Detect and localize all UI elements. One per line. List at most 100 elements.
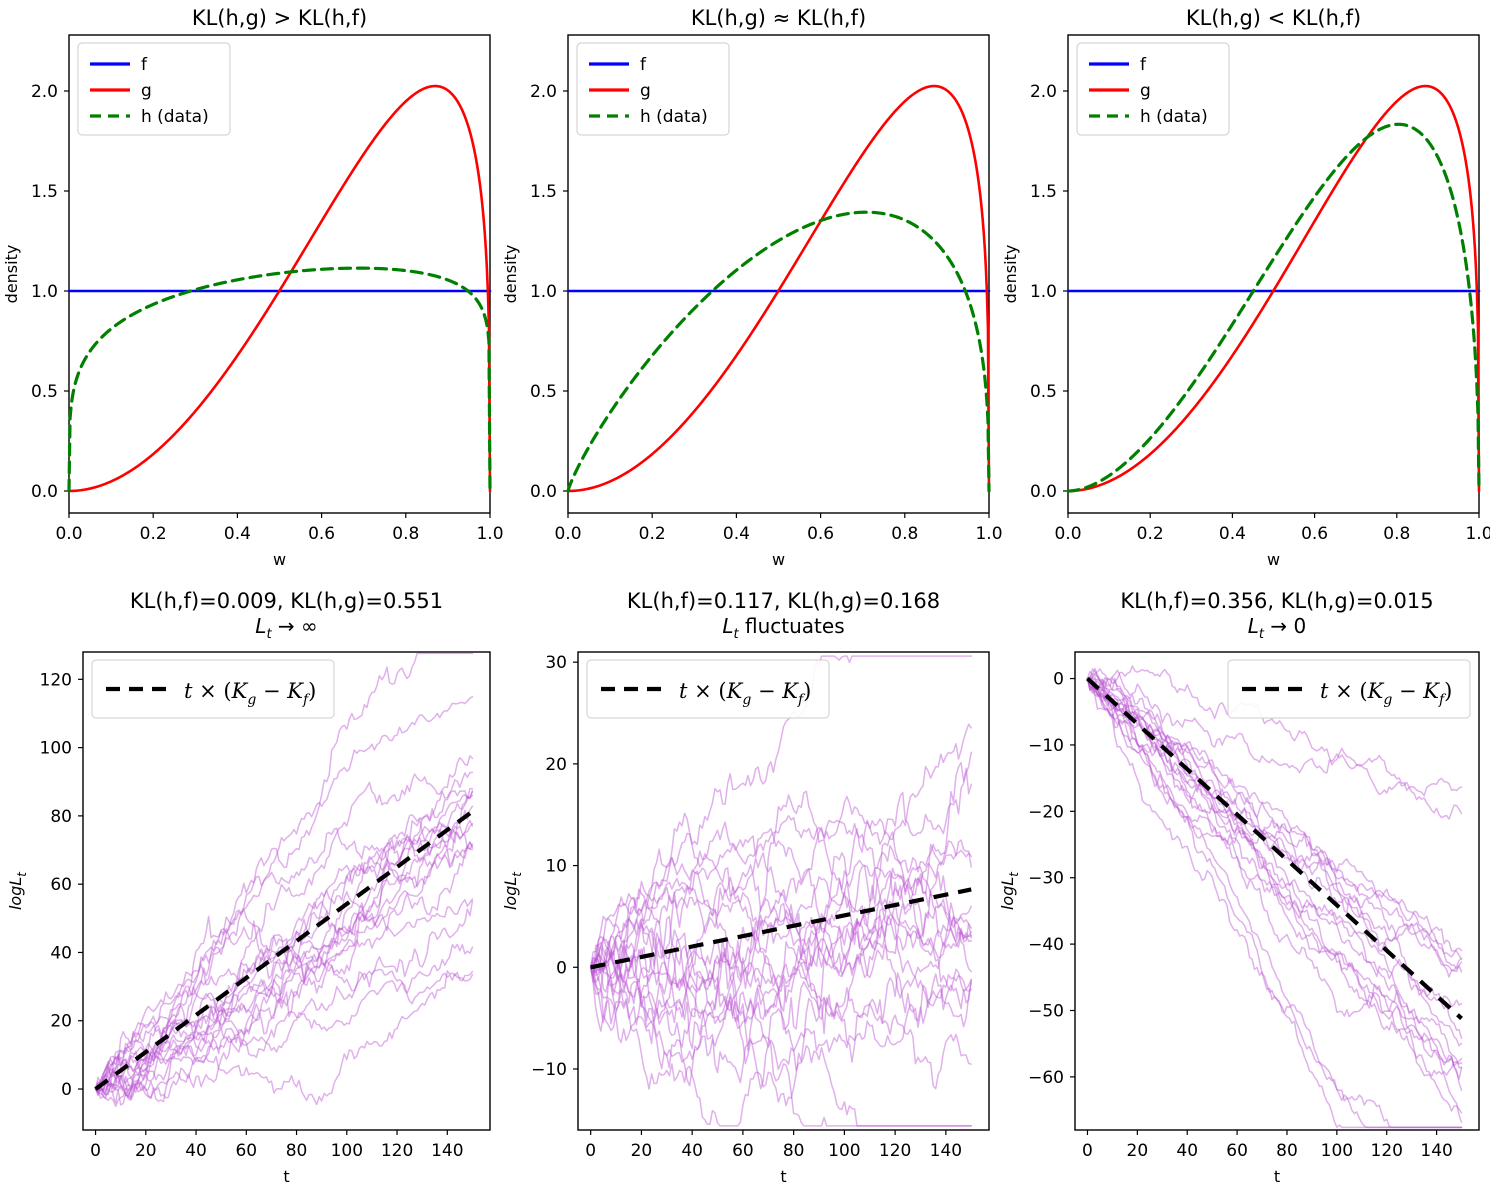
trajectory-line — [589, 913, 972, 1029]
trajectory-line — [94, 819, 474, 1092]
trajectory-line — [1086, 677, 1463, 1129]
trajectory-line — [1086, 677, 1463, 1069]
panel-title-line1: KL(h,f)=0.009, KL(h,g)=0.551 — [129, 589, 444, 613]
x-tick-label: 0.4 — [224, 524, 251, 544]
axes-frame — [567, 34, 990, 514]
legend-label: f — [640, 55, 647, 75]
y-axis-label: logLt — [501, 871, 524, 910]
panel-title-line1: KL(h,f)=0.117, KL(h,g)=0.168 — [626, 589, 941, 613]
y-tick-label: 0 — [556, 958, 567, 978]
legend-label-trend: t × (Kg − Kf) — [1320, 679, 1452, 708]
panel-title-bottom-middle: KL(h,f)=0.117, KL(h,g)=0.168 Lt fluctuate… — [508, 588, 1059, 644]
x-tick-label: 1.0 — [975, 524, 1002, 544]
legend-label-trend: t × (Kg − Kf) — [184, 679, 316, 708]
trajectory-line — [589, 952, 972, 1071]
legend-top-middle: fg h (data) — [576, 42, 730, 136]
y-axis-label: logLt — [6, 871, 29, 910]
panel-title-top-right: KL(h,g) < KL(h,f) — [1185, 6, 1362, 30]
legend-label: g — [141, 81, 152, 101]
trajectory-line — [1086, 677, 1463, 1077]
x-tick-label: 0.8 — [392, 524, 419, 544]
y-tick-label: 10 — [545, 857, 567, 877]
x-tick-label: 40 — [681, 1141, 703, 1161]
trajectory-line — [589, 942, 972, 1127]
trajectory-line — [1086, 677, 1463, 960]
y-tick-label: 0.5 — [31, 382, 58, 402]
legend-bottom-middle: t × (Kg − Kf) — [586, 659, 830, 719]
x-tick-label: 0.2 — [140, 524, 167, 544]
y-tick-label: 1.5 — [31, 182, 58, 202]
trajectory-line — [94, 900, 474, 1099]
legend-background — [91, 659, 335, 719]
trajectory-line — [94, 970, 474, 1108]
x-axis-label: w — [273, 550, 286, 569]
trajectory-line — [94, 898, 474, 1096]
x-tick-label: 140 — [1420, 1141, 1452, 1161]
y-tick-label: −40 — [1028, 935, 1064, 955]
svg-text:logLt: logLt — [998, 871, 1021, 910]
y-tick-label: 1.5 — [530, 182, 557, 202]
y-tick-label: −30 — [1028, 869, 1064, 889]
trajectory-line — [94, 841, 474, 1098]
x-tick-label: 100 — [828, 1141, 860, 1161]
legend-background — [1076, 42, 1230, 136]
panel-title-bottom-right: KL(h,f)=0.356, KL(h,g)=0.015 Lt → 0 — [1005, 588, 1490, 644]
x-tick-label: 140 — [930, 1141, 962, 1161]
trajectory-group — [94, 652, 474, 1108]
y-tick-label: 20 — [50, 1012, 72, 1032]
trend-line — [590, 887, 972, 970]
trajectory-line — [1086, 677, 1463, 1040]
trajectory-line — [94, 843, 474, 1093]
trajectory-line — [94, 790, 474, 1096]
x-tick-label: 0.2 — [1137, 524, 1164, 544]
x-tick-label: 20 — [631, 1141, 653, 1161]
x-axis-label: w — [772, 550, 785, 569]
trajectory-line — [1086, 677, 1463, 1129]
x-tick-label: 0 — [1082, 1141, 1093, 1161]
trajectory-line — [94, 943, 474, 1090]
x-axis-label: t — [283, 1167, 289, 1186]
svg-text:logLt: logLt — [6, 871, 29, 910]
axes-frame — [577, 651, 990, 1131]
x-tick-label: 80 — [1276, 1141, 1298, 1161]
y-axis-label: logLt — [998, 871, 1021, 910]
x-tick-label: 100 — [1321, 1141, 1353, 1161]
trajectory-line — [94, 972, 474, 1095]
legend-bottom-right: t × (Kg − Kf) — [1227, 659, 1471, 719]
svg-text:density: density — [2, 245, 21, 304]
y-tick-label: 0 — [61, 1080, 72, 1100]
y-tick-label: 30 — [545, 653, 567, 673]
legend-label: h (data) — [640, 107, 708, 127]
y-tick-label: 0 — [1053, 670, 1064, 690]
x-tick-label: 40 — [1176, 1141, 1198, 1161]
trajectory-line — [1086, 677, 1463, 1114]
y-tick-label: 0.0 — [1030, 482, 1057, 502]
x-axis-label: w — [1267, 550, 1280, 569]
panel-title-bottom-left: KL(h,f)=0.009, KL(h,g)=0.551 Lt → ∞ — [13, 588, 560, 644]
y-axis-label: density — [2, 245, 21, 304]
trajectory-line — [94, 805, 474, 1099]
y-tick-label: 20 — [545, 755, 567, 775]
axes-frame — [1074, 651, 1480, 1131]
x-tick-label: 20 — [135, 1141, 157, 1161]
subtitle-L-subscript: t — [266, 627, 272, 643]
trajectory-line — [1086, 677, 1463, 978]
trajectory-line — [589, 852, 972, 1050]
y-tick-label: 2.0 — [31, 82, 58, 102]
x-tick-label: 80 — [286, 1141, 308, 1161]
x-tick-label: 0.2 — [639, 524, 666, 544]
y-tick-label: −60 — [1028, 1068, 1064, 1088]
panel-subtitle-line2: Lt fluctuates — [508, 614, 1059, 643]
trajectory-line — [1086, 665, 1463, 820]
y-axis-label: density — [1001, 245, 1020, 304]
y-tick-label: 60 — [50, 875, 72, 895]
trend-line — [94, 809, 474, 1091]
y-tick-label: 40 — [50, 943, 72, 963]
legend-top-left: fg h (data) — [77, 42, 231, 136]
x-tick-label: 0.6 — [1301, 524, 1328, 544]
subtitle-L-subscript: t — [1258, 627, 1265, 643]
y-tick-label: −20 — [1028, 802, 1064, 822]
trajectory-line — [94, 695, 474, 1090]
x-tick-label: 40 — [185, 1141, 207, 1161]
